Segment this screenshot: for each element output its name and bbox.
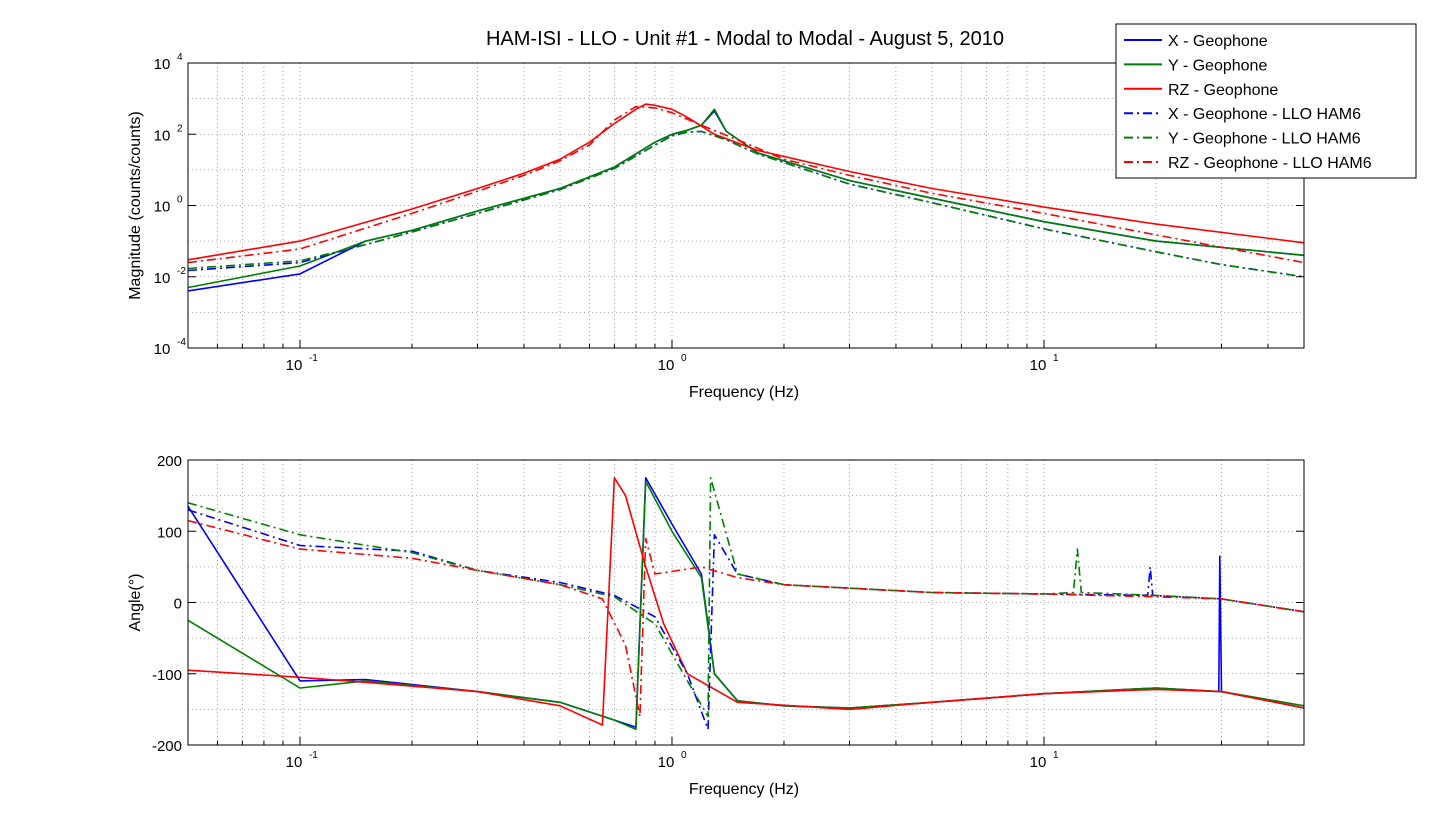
x-tick-label: 10 — [1030, 357, 1047, 374]
x-axis-label: Frequency (Hz) — [689, 781, 799, 798]
x-tick-label: 10 — [286, 357, 303, 374]
y-tick-label: 10 — [154, 199, 171, 216]
y-tick-label: 10 — [154, 127, 171, 144]
x-tick-label: 10 — [658, 754, 675, 771]
legend-label: RZ - Geophone — [1168, 82, 1278, 99]
y-tick-label: 10 — [154, 270, 171, 287]
y-tick-label: 10 — [154, 341, 171, 358]
series-line-2-6 — [187, 519, 1305, 718]
x-tick-label: 10 — [286, 754, 303, 771]
series-line-2-2 — [187, 480, 1305, 731]
legend: X - Geophone Y - Geophone RZ - Geophone X -… — [1115, 23, 1417, 179]
y-tick-exponent: -2 — [177, 266, 186, 277]
series-line-1-5 — [187, 130, 1305, 278]
y-axis-label: Angle(°) — [127, 574, 144, 632]
y-axis-label: Magnitude (counts/counts) — [127, 111, 144, 300]
legend-label: Y - Geophone — [1168, 57, 1267, 74]
y-tick-exponent: 0 — [177, 195, 183, 206]
legend-label: Y - Geophone - LLO HAM6 — [1168, 131, 1361, 148]
y-tick-label: 200 — [157, 453, 182, 470]
series-line-1-2 — [187, 108, 1305, 289]
y-tick-exponent: 2 — [177, 123, 183, 134]
x-tick-exponent: 1 — [1053, 353, 1059, 364]
series-line-2-5 — [187, 476, 1305, 718]
x-tick-label: 10 — [1030, 754, 1047, 771]
legend-label: X - Geophone — [1168, 33, 1268, 50]
chart-title: HAM-ISI - LLO - Unit #1 - Modal to Modal… — [486, 28, 1004, 50]
legend-label: RZ - Geophone - LLO HAM6 — [1168, 155, 1372, 172]
grid — [187, 459, 1305, 746]
x-axis-label: Frequency (Hz) — [689, 384, 799, 401]
series-line-1-6 — [187, 105, 1305, 264]
series-line-2-3 — [187, 476, 1305, 726]
x-tick-exponent: 0 — [681, 750, 687, 761]
y-tick-label: 0 — [174, 596, 182, 613]
legend-label: X - Geophone - LLO HAM6 — [1168, 106, 1361, 123]
chart-panel-1: 10 -1 10 0 10 1 10 -4 10 -2 10 0 10 2 10 4 Frequency (Hz… — [127, 52, 1305, 401]
grid — [187, 62, 1305, 349]
legend-frame — [1115, 23, 1417, 179]
y-tick-label: -100 — [152, 667, 182, 684]
y-tick-label: 10 — [154, 56, 171, 73]
y-tick-label: -200 — [152, 738, 182, 755]
y-tick-label: 100 — [157, 524, 182, 541]
x-tick-label: 10 — [658, 357, 675, 374]
x-tick-exponent: -1 — [309, 750, 318, 761]
y-tick-exponent: -4 — [177, 337, 186, 348]
x-tick-exponent: 0 — [681, 353, 687, 364]
x-tick-exponent: 1 — [1053, 750, 1059, 761]
y-tick-exponent: 4 — [177, 52, 183, 63]
x-tick-exponent: -1 — [309, 353, 318, 364]
series-line-1-3 — [187, 103, 1305, 261]
series-line-2-4 — [187, 509, 1305, 731]
